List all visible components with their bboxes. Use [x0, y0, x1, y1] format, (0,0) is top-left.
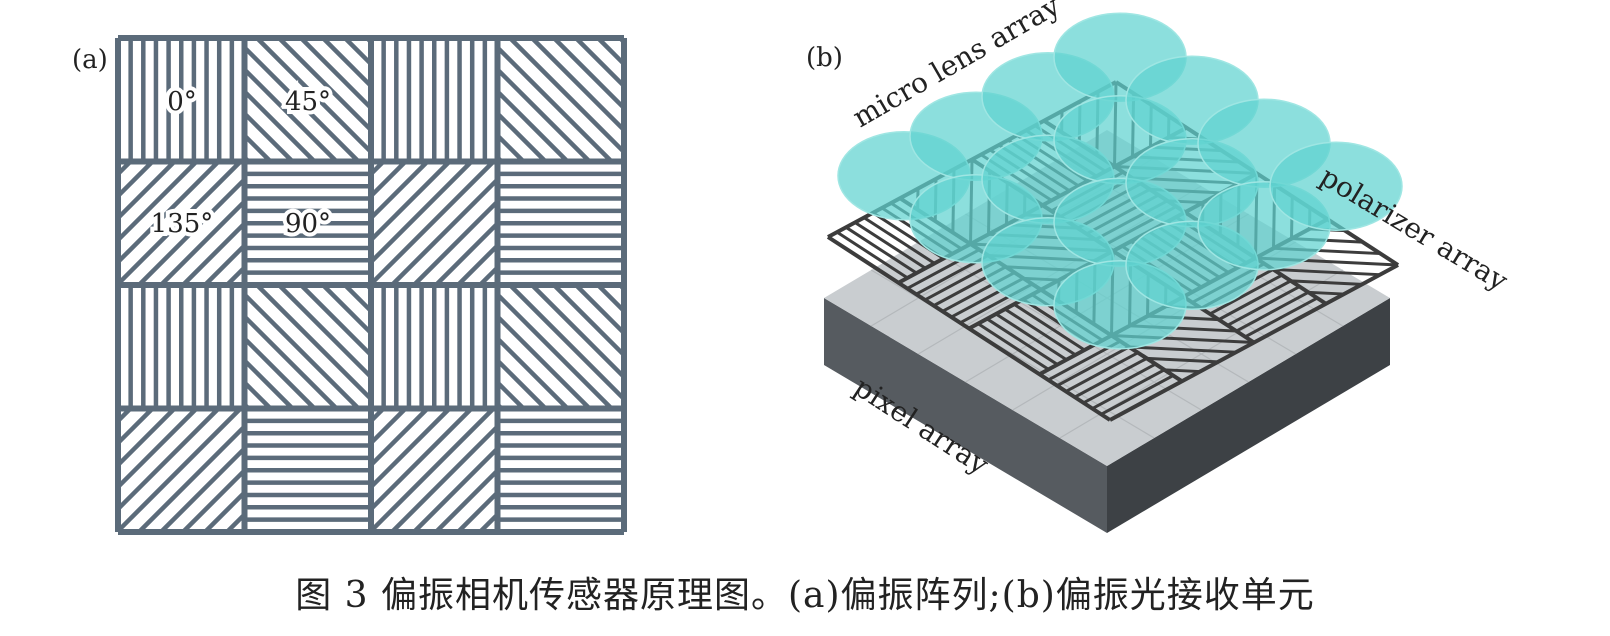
angle-label-90: 90°: [285, 209, 331, 239]
angle-label-45: 45°: [285, 87, 331, 117]
polarization-array-panel: (a) 0° 45° 135° 90°: [72, 35, 627, 535]
polarizer-cell-horizontal: [497, 171, 624, 275]
polarizer-cell-diag-down: [244, 38, 371, 162]
array-frame: [115, 35, 627, 535]
micro-lens-array: [837, 12, 1403, 350]
polarizer-cell-horizontal: [497, 418, 624, 522]
polarizer-cell-vertical: [381, 38, 488, 162]
polarizer-cell-vertical: [381, 285, 488, 409]
polarizer-cell-vertical: [128, 285, 235, 409]
polarizer-cell-vertical: [128, 38, 235, 162]
angle-label-135: 135°: [151, 209, 214, 239]
polarized-light-receiving-unit-panel: (b) micro lens array polarizer array pix…: [806, 0, 1514, 533]
sensor-side-left: [824, 298, 1107, 533]
polarizer-cell-diag-down: [497, 38, 624, 162]
polarizer-cell-diag-down: [497, 285, 624, 409]
angle-label-0: 0°: [167, 87, 197, 117]
panel-b-label: (b): [806, 43, 843, 73]
polarizer-cell-horizontal: [244, 171, 371, 275]
polarizer-cell-diag-down: [244, 285, 371, 409]
polarizer-cell: [1047, 339, 1174, 416]
polarizer-cell-horizontal: [244, 418, 371, 522]
polarizer-cells: [118, 38, 624, 532]
polarizer-grid-line: [1109, 263, 1399, 422]
angle-labels: 0° 45° 135° 90°: [147, 83, 335, 243]
panel-a-label: (a): [72, 45, 108, 75]
micro-lens: [1269, 141, 1403, 231]
sensor-side-right: [1107, 298, 1390, 533]
figure-caption: 图 3 偏振相机传感器原理图。(a)偏振阵列;(b)偏振光接收单元: [295, 575, 1315, 616]
